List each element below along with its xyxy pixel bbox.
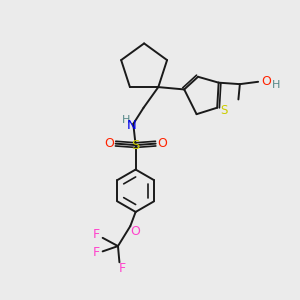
Text: O: O (261, 75, 271, 88)
Text: N: N (127, 119, 137, 132)
Text: S: S (131, 139, 140, 152)
Text: O: O (130, 225, 140, 238)
Text: F: F (119, 262, 126, 275)
Text: F: F (93, 228, 100, 242)
Text: O: O (157, 136, 167, 149)
Text: O: O (104, 136, 114, 149)
Text: F: F (93, 246, 100, 260)
Text: H: H (122, 116, 130, 125)
Text: S: S (220, 103, 227, 117)
Text: H: H (272, 80, 281, 90)
